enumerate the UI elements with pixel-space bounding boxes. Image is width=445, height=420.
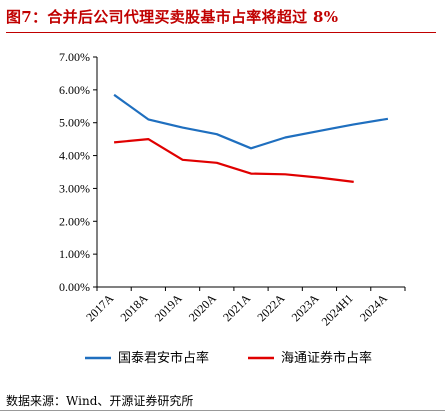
y-tick-label: 2.00% (59, 214, 90, 228)
legend-label: 国泰君安市占率 (118, 350, 209, 365)
x-tick-label: 2021A (220, 291, 253, 324)
line-chart: 0.00% 1.00% 2.00% 3.00% 4.00% 5.00% 6.00% 7.00%… (59, 50, 406, 365)
figure-title-bar: 图7：合并后公司代理买卖股基市占率将超过 8% (6, 6, 436, 33)
series-line-2 (113, 138, 354, 183)
y-tick-label: 4.00% (59, 149, 90, 163)
title-underline (6, 32, 436, 33)
x-tick-label: 2024H1 (319, 291, 356, 328)
y-tick-label: 5.00% (59, 116, 90, 130)
source-note: 数据来源：Wind、开源证券研究所 (6, 394, 194, 408)
y-tick-label: 6.00% (59, 83, 90, 97)
bottom-divider (0, 410, 445, 411)
x-tick-label: 2018A (117, 291, 150, 324)
legend-label: 海通证券市占率 (281, 350, 372, 365)
y-tick-label: 0.00% (59, 280, 90, 294)
x-tick-label: 2020A (186, 291, 219, 324)
x-tick-label: 2017A (83, 291, 116, 324)
figure-title: 图7：合并后公司代理买卖股基市占率将超过 8% (6, 8, 339, 26)
x-tick-label: 2022A (254, 291, 287, 324)
y-tick-label: 3.00% (59, 181, 90, 195)
y-tick-label: 1.00% (59, 247, 90, 261)
x-tick-label: 2019A (152, 291, 185, 324)
series-line-1 (113, 93, 389, 150)
x-tick-label: 2023A (289, 291, 322, 324)
y-tick-label: 7.00% (59, 50, 90, 64)
x-tick-label: 2024A (357, 291, 390, 324)
